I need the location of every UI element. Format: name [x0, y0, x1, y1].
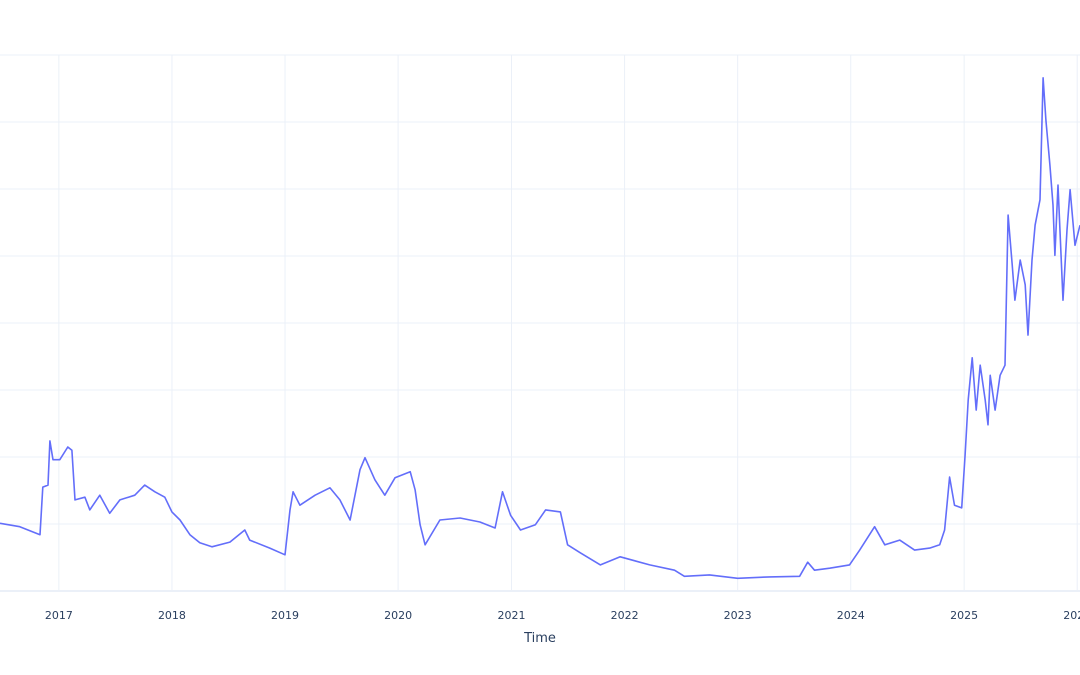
x-tick-label: 2018 [158, 609, 186, 622]
x-tick-label: 2021 [497, 609, 525, 622]
series-group [0, 77, 1080, 580]
x-tick-label: 2023 [724, 609, 752, 622]
x-tick-label: 2019 [271, 609, 299, 622]
x-tick-label: 2026 [1063, 609, 1080, 622]
x-tick-label: 2022 [611, 609, 639, 622]
y-gridlines [0, 54, 1080, 592]
x-tick-labels: 2017 2018 2019 2020 2021 2022 2023 2024 2025 2026 [45, 609, 1080, 622]
series-line [0, 77, 1080, 580]
x-tick-label: 2017 [45, 609, 73, 622]
x-tick-label: 2024 [837, 609, 865, 622]
x-axis-title: Time [523, 631, 556, 646]
x-tick-label: 2020 [384, 609, 412, 622]
x-tick-label: 2025 [950, 609, 978, 622]
